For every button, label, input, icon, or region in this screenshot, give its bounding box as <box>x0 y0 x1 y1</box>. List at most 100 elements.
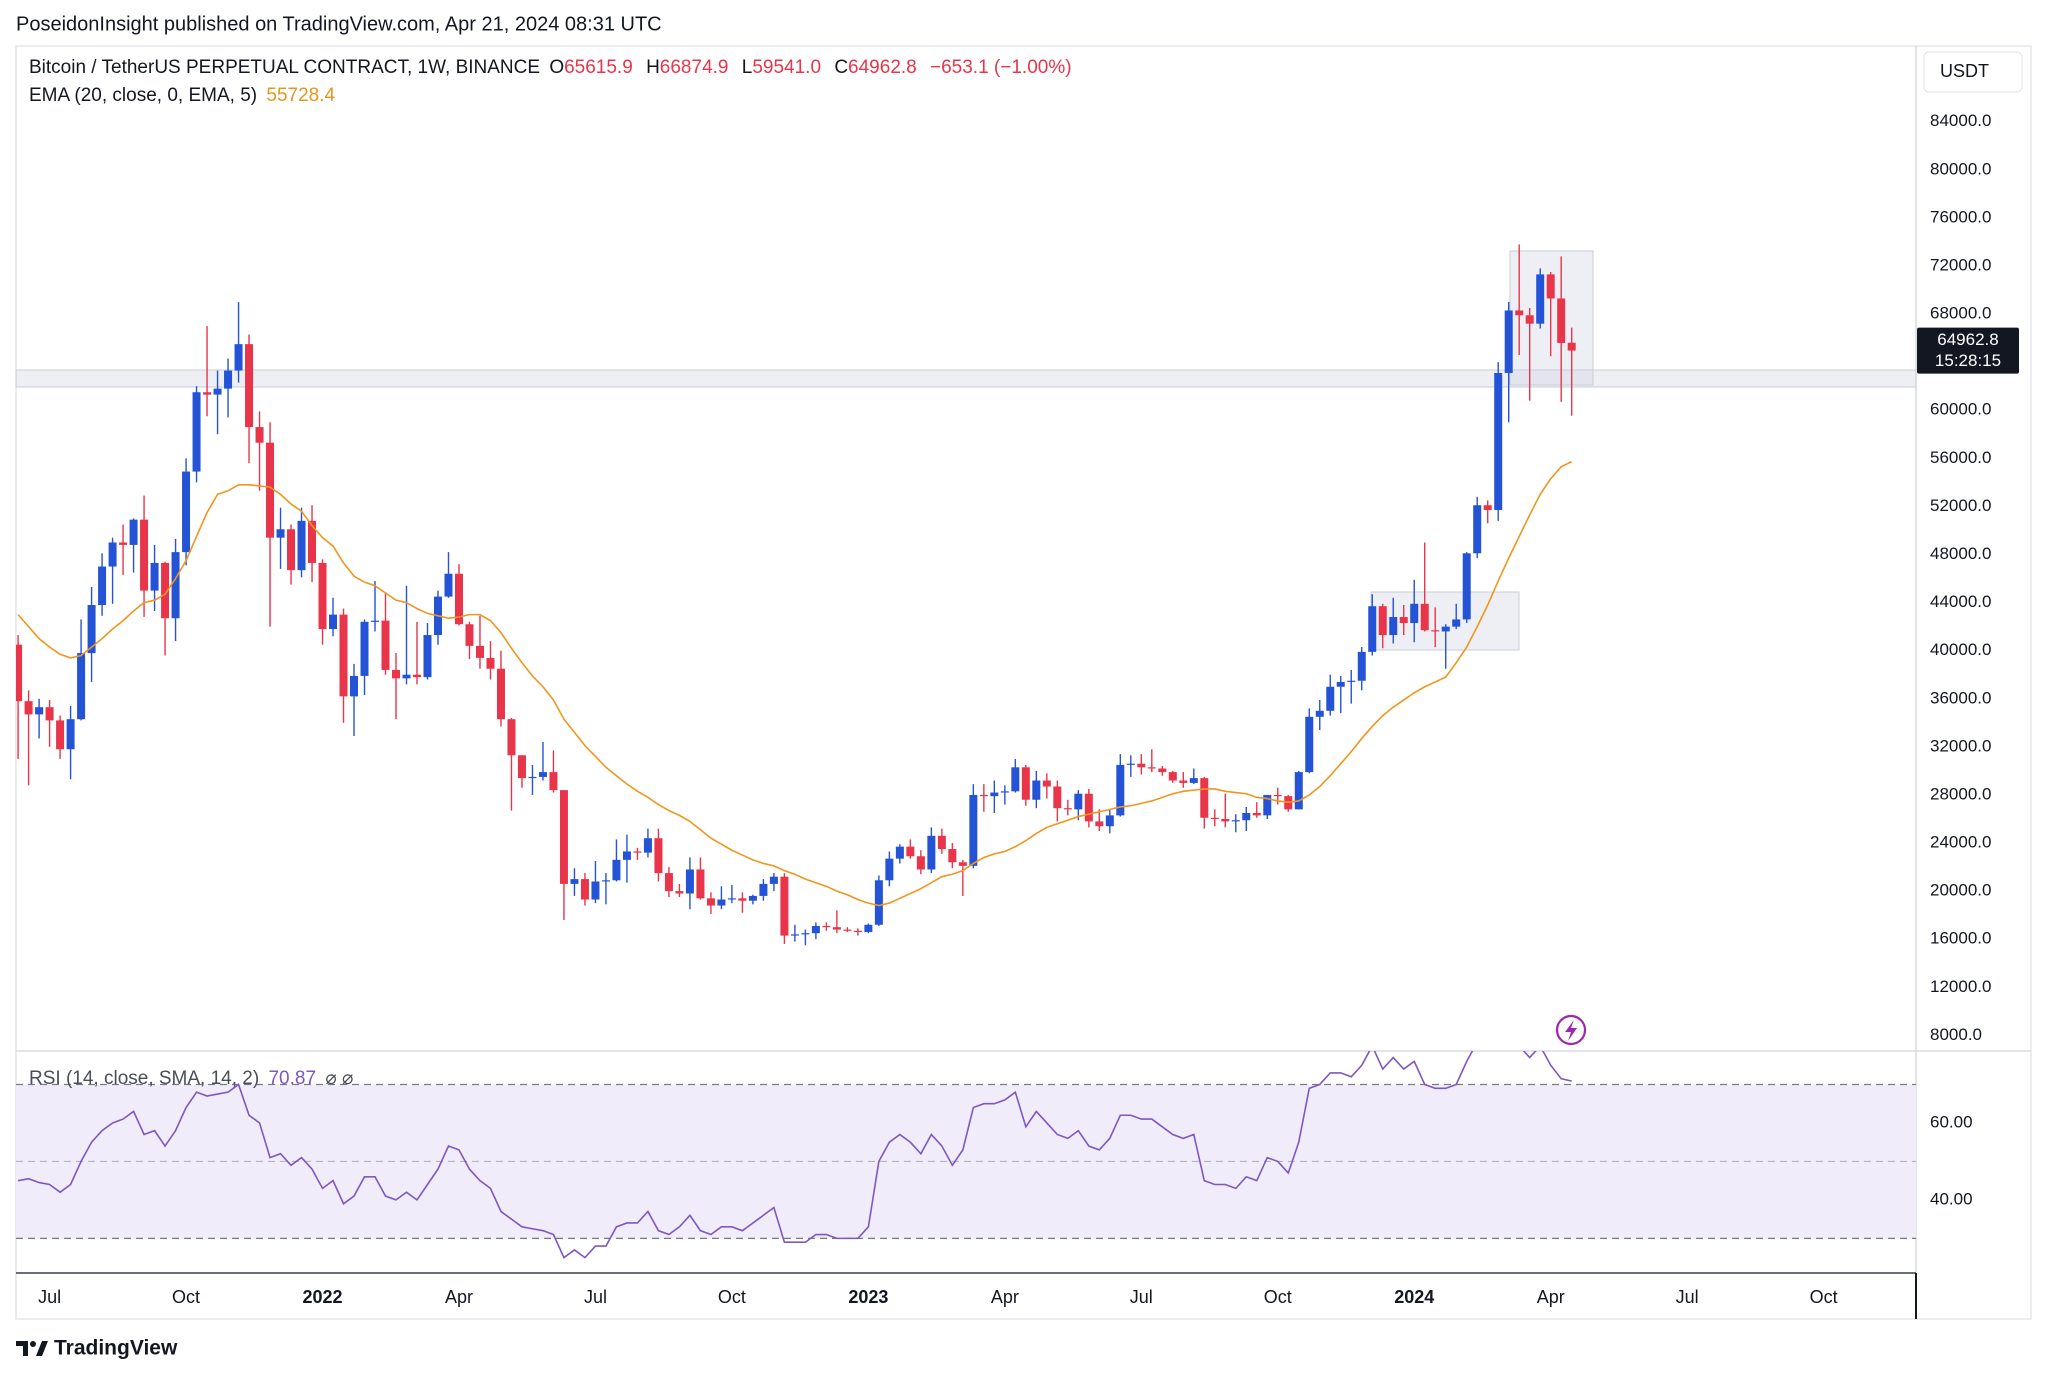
ohlc: C64962.8 <box>834 57 920 78</box>
candle-body <box>266 442 275 538</box>
candle-body <box>738 898 747 901</box>
y-tick-label: 24000.0 <box>1930 833 1991 852</box>
candle-body <box>119 542 128 545</box>
candle-body <box>234 344 243 371</box>
ohlc-key: H <box>646 57 660 78</box>
candle-body <box>937 835 946 850</box>
candle-body <box>643 838 652 853</box>
alert-icon[interactable] <box>1555 1014 1587 1046</box>
candle-body <box>1305 716 1314 773</box>
candle-body <box>1074 793 1083 810</box>
rsi-name: RSI (14, close, SMA, 14, 2) <box>29 1068 260 1089</box>
candle-body <box>1494 372 1503 511</box>
ema-value: 55728.4 <box>266 85 336 106</box>
rsi-legend: RSI (14, close, SMA, 14, 2) 70.87 ⌀ ⌀ <box>29 1067 357 1090</box>
ohlc: H66874.9 <box>646 57 732 78</box>
candle-body <box>1210 817 1219 819</box>
candle-body <box>56 720 65 750</box>
candle-body <box>1536 274 1545 324</box>
candle-body <box>801 933 810 935</box>
candle-body <box>1042 780 1051 787</box>
bar-countdown: 15:28:15 <box>1935 351 2001 370</box>
candle-body <box>140 519 149 591</box>
candle-body <box>192 392 201 472</box>
candle-body <box>1179 780 1188 783</box>
x-tick-label: Jul <box>1676 1287 1699 1307</box>
candle-body <box>24 701 33 715</box>
candle-body <box>1126 763 1135 765</box>
ohlc-key: C <box>834 57 849 78</box>
candle-body <box>517 755 526 779</box>
candle-body <box>622 851 631 860</box>
y-tick-label: 32000.0 <box>1930 736 1991 755</box>
ohlc-value: 59541.0 <box>752 57 822 78</box>
candle-body <box>1011 767 1020 792</box>
y-tick-label: 44000.0 <box>1930 592 1991 611</box>
candle-body <box>654 838 663 874</box>
y-tick-label: 72000.0 <box>1930 255 1991 274</box>
candle-body <box>1063 808 1072 810</box>
candle-body <box>685 869 694 894</box>
candle-body <box>1000 791 1009 793</box>
candle-body <box>1368 606 1377 652</box>
candle-body <box>538 772 547 777</box>
y-tick-label: 40.00 <box>1930 1189 1973 1208</box>
candle-body <box>161 562 170 619</box>
candle-body <box>1273 794 1282 797</box>
change: −653.1 (−1.00%) <box>930 57 1072 78</box>
candle-body <box>990 792 999 797</box>
candle-body <box>1452 619 1461 627</box>
candle-body <box>1021 767 1030 800</box>
candle-body <box>1294 772 1303 810</box>
candle-body <box>465 624 474 646</box>
x-tick-label: 2024 <box>1394 1287 1434 1307</box>
y-tick-label: 68000.0 <box>1930 304 1991 323</box>
y-tick-label: 36000.0 <box>1930 688 1991 707</box>
ema-line <box>17 460 1573 907</box>
candle-body <box>255 427 264 443</box>
candle-body <box>245 344 254 428</box>
candle-body <box>822 925 831 928</box>
y-tick-label: 84000.0 <box>1930 111 1991 130</box>
x-tick-label: 2022 <box>302 1287 342 1307</box>
y-tick-label: 12000.0 <box>1930 977 1991 996</box>
candle-body <box>769 876 778 884</box>
ohlc: O65615.9 <box>549 57 636 78</box>
x-tick-label: Oct <box>1810 1287 1838 1307</box>
candle-body <box>339 614 348 697</box>
price-tag-value: 64962.8 <box>1937 330 1998 349</box>
candle-body <box>1336 681 1345 687</box>
y-tick-label: 56000.0 <box>1930 448 1991 467</box>
candle-body <box>1410 603 1419 624</box>
candle-body <box>1168 772 1177 781</box>
candle-body <box>182 471 191 553</box>
candle-body <box>906 846 915 857</box>
candle-body <box>969 794 978 866</box>
candle-body <box>1441 626 1450 632</box>
candle-body <box>1399 617 1408 624</box>
x-tick-label: Jul <box>584 1287 607 1307</box>
brand-name: TradingView <box>54 1337 178 1360</box>
y-tick-label: 48000.0 <box>1930 544 1991 563</box>
candle-body <box>350 675 359 697</box>
main-legend: Bitcoin / TetherUS PERPETUAL CONTRACT, 1… <box>29 57 1076 79</box>
candle-body <box>1095 821 1104 827</box>
candle-body <box>1347 680 1356 682</box>
candle-body <box>1221 818 1230 822</box>
candle-body <box>371 620 380 622</box>
candle-body <box>412 674 421 678</box>
x-tick-label: Jul <box>1130 1287 1153 1307</box>
candle-body <box>129 519 138 545</box>
candle-body <box>1462 553 1471 620</box>
candle-body <box>591 881 600 900</box>
candle-body <box>308 520 317 563</box>
candle-body <box>507 719 516 756</box>
candle-body <box>1200 778 1209 818</box>
ema-name: EMA (20, close, 0, EMA, 5) <box>29 85 258 106</box>
currency-box[interactable] <box>1923 51 2023 93</box>
candle-body <box>885 858 894 881</box>
candle-body <box>1483 505 1492 511</box>
candle-body <box>874 880 883 925</box>
